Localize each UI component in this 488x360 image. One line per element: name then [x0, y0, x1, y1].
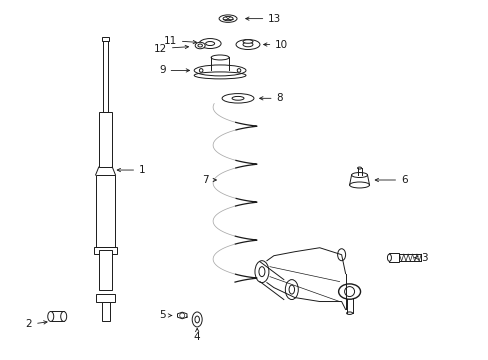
- Text: 7: 7: [202, 175, 216, 185]
- Ellipse shape: [192, 312, 202, 327]
- Text: 10: 10: [263, 40, 288, 50]
- Ellipse shape: [288, 285, 294, 294]
- Ellipse shape: [338, 284, 360, 299]
- Ellipse shape: [61, 311, 66, 321]
- Ellipse shape: [243, 40, 252, 43]
- Ellipse shape: [386, 254, 390, 261]
- Text: 2: 2: [25, 319, 47, 329]
- Bar: [99, 250, 112, 289]
- Text: 8: 8: [259, 93, 283, 103]
- Ellipse shape: [349, 182, 369, 188]
- Bar: [388, 253, 399, 262]
- Ellipse shape: [357, 167, 361, 169]
- Text: 1: 1: [117, 165, 145, 175]
- Ellipse shape: [195, 42, 205, 49]
- Ellipse shape: [254, 261, 268, 283]
- Text: 12: 12: [153, 44, 188, 54]
- Circle shape: [237, 69, 240, 72]
- Ellipse shape: [223, 17, 233, 21]
- Text: 5: 5: [159, 310, 171, 320]
- Text: 13: 13: [245, 14, 281, 24]
- Bar: [102, 302, 109, 321]
- Circle shape: [199, 69, 203, 72]
- Ellipse shape: [48, 311, 54, 321]
- Bar: [95, 175, 115, 247]
- Circle shape: [180, 313, 184, 318]
- Ellipse shape: [211, 55, 228, 60]
- Ellipse shape: [232, 96, 244, 100]
- Text: 4: 4: [193, 328, 200, 342]
- Ellipse shape: [195, 316, 199, 323]
- Text: 3: 3: [414, 253, 427, 263]
- Ellipse shape: [219, 15, 237, 22]
- Ellipse shape: [243, 42, 252, 47]
- Bar: [99, 112, 112, 167]
- Bar: [102, 37, 109, 41]
- Bar: [94, 247, 117, 254]
- Ellipse shape: [236, 40, 260, 50]
- Text: 9: 9: [159, 66, 189, 76]
- Text: 11: 11: [163, 36, 196, 46]
- Ellipse shape: [222, 94, 253, 103]
- Ellipse shape: [194, 65, 245, 76]
- Bar: [103, 41, 108, 112]
- Text: 6: 6: [374, 175, 407, 185]
- Ellipse shape: [259, 267, 264, 276]
- Ellipse shape: [285, 280, 298, 300]
- Ellipse shape: [198, 44, 202, 47]
- Bar: [51, 311, 63, 321]
- Ellipse shape: [205, 41, 214, 45]
- Ellipse shape: [199, 39, 221, 49]
- Ellipse shape: [346, 312, 352, 314]
- Circle shape: [344, 287, 354, 297]
- Ellipse shape: [351, 172, 367, 177]
- Bar: [95, 293, 115, 302]
- Ellipse shape: [337, 249, 345, 261]
